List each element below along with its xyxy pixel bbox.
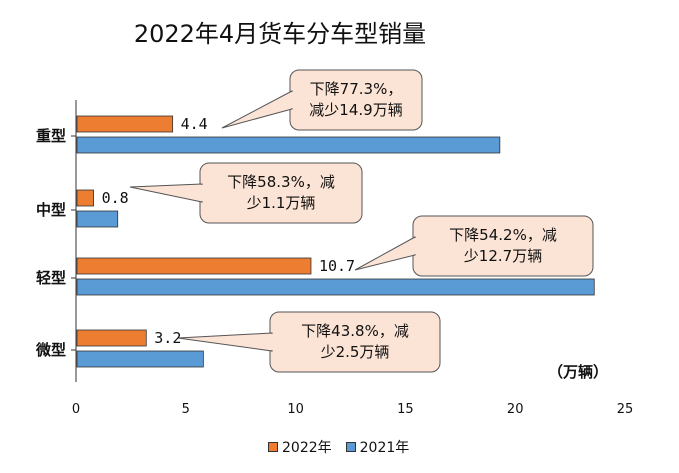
callout-pointer xyxy=(221,90,293,129)
legend-item-2021: 2021年 xyxy=(345,437,410,457)
data-label: 3.2 xyxy=(154,329,181,347)
bar-2021 xyxy=(76,278,595,296)
axes-layer xyxy=(71,100,77,382)
callout-layer xyxy=(129,69,594,373)
x-tick-label: 0 xyxy=(72,402,80,417)
bar-2022 xyxy=(76,257,312,275)
bar-2021 xyxy=(76,136,501,154)
callout-line: 下降58.3%，减 xyxy=(227,173,335,191)
bars-layer xyxy=(76,115,595,368)
callout-line: 少12.7万辆 xyxy=(463,247,543,265)
bar-2021 xyxy=(76,210,119,228)
legend-swatch-2022 xyxy=(268,442,278,452)
category-label: 中型 xyxy=(36,201,66,219)
callout-pointer xyxy=(354,236,416,271)
x-tick-label: 15 xyxy=(397,402,414,417)
data-label: 10.7 xyxy=(319,257,355,275)
bar-2022 xyxy=(76,329,147,347)
data-label: 0.8 xyxy=(102,189,129,207)
callout-line: 下降77.3%， xyxy=(309,80,403,98)
unit-label: （万辆） xyxy=(548,363,609,381)
x-tick-label: 20 xyxy=(507,402,524,417)
bar-2021 xyxy=(76,350,204,368)
callout-text: 下降43.8%，减 少2.5万辆 xyxy=(270,321,440,363)
chart-title: 2022年4月货车分车型销量 xyxy=(133,20,427,48)
callout-line: 少2.5万辆 xyxy=(320,343,390,361)
x-tick-label: 5 xyxy=(182,402,190,417)
callout-line: 下降43.8%，减 xyxy=(301,322,409,340)
callout-text: 下降58.3%，减 少1.1万辆 xyxy=(200,172,362,214)
x-tick-label: 10 xyxy=(287,402,304,417)
legend: 2022年 2021年 xyxy=(268,437,423,457)
data-label: 4.4 xyxy=(181,115,208,133)
category-label: 轻型 xyxy=(36,269,66,287)
callout-text: 下降54.2%，减 少12.7万辆 xyxy=(413,225,593,267)
x-tick-label: 25 xyxy=(617,402,634,417)
callout-text: 下降77.3%， 减少14.9万辆 xyxy=(290,79,422,121)
callout-line: 少1.1万辆 xyxy=(246,194,316,212)
bar-2022 xyxy=(76,189,94,207)
callout-line: 减少14.9万辆 xyxy=(309,101,403,119)
bar-2022 xyxy=(76,115,174,133)
category-label: 微型 xyxy=(35,341,66,359)
category-label: 重型 xyxy=(36,127,66,145)
legend-label-2021: 2021年 xyxy=(359,440,410,456)
callout-line: 下降54.2%，减 xyxy=(449,226,557,244)
legend-item-2022: 2022年 xyxy=(268,437,332,457)
legend-label-2022: 2022年 xyxy=(282,440,332,456)
legend-swatch-2021 xyxy=(345,442,356,452)
callout-pointer xyxy=(177,332,273,352)
callout-pointer xyxy=(129,183,203,203)
